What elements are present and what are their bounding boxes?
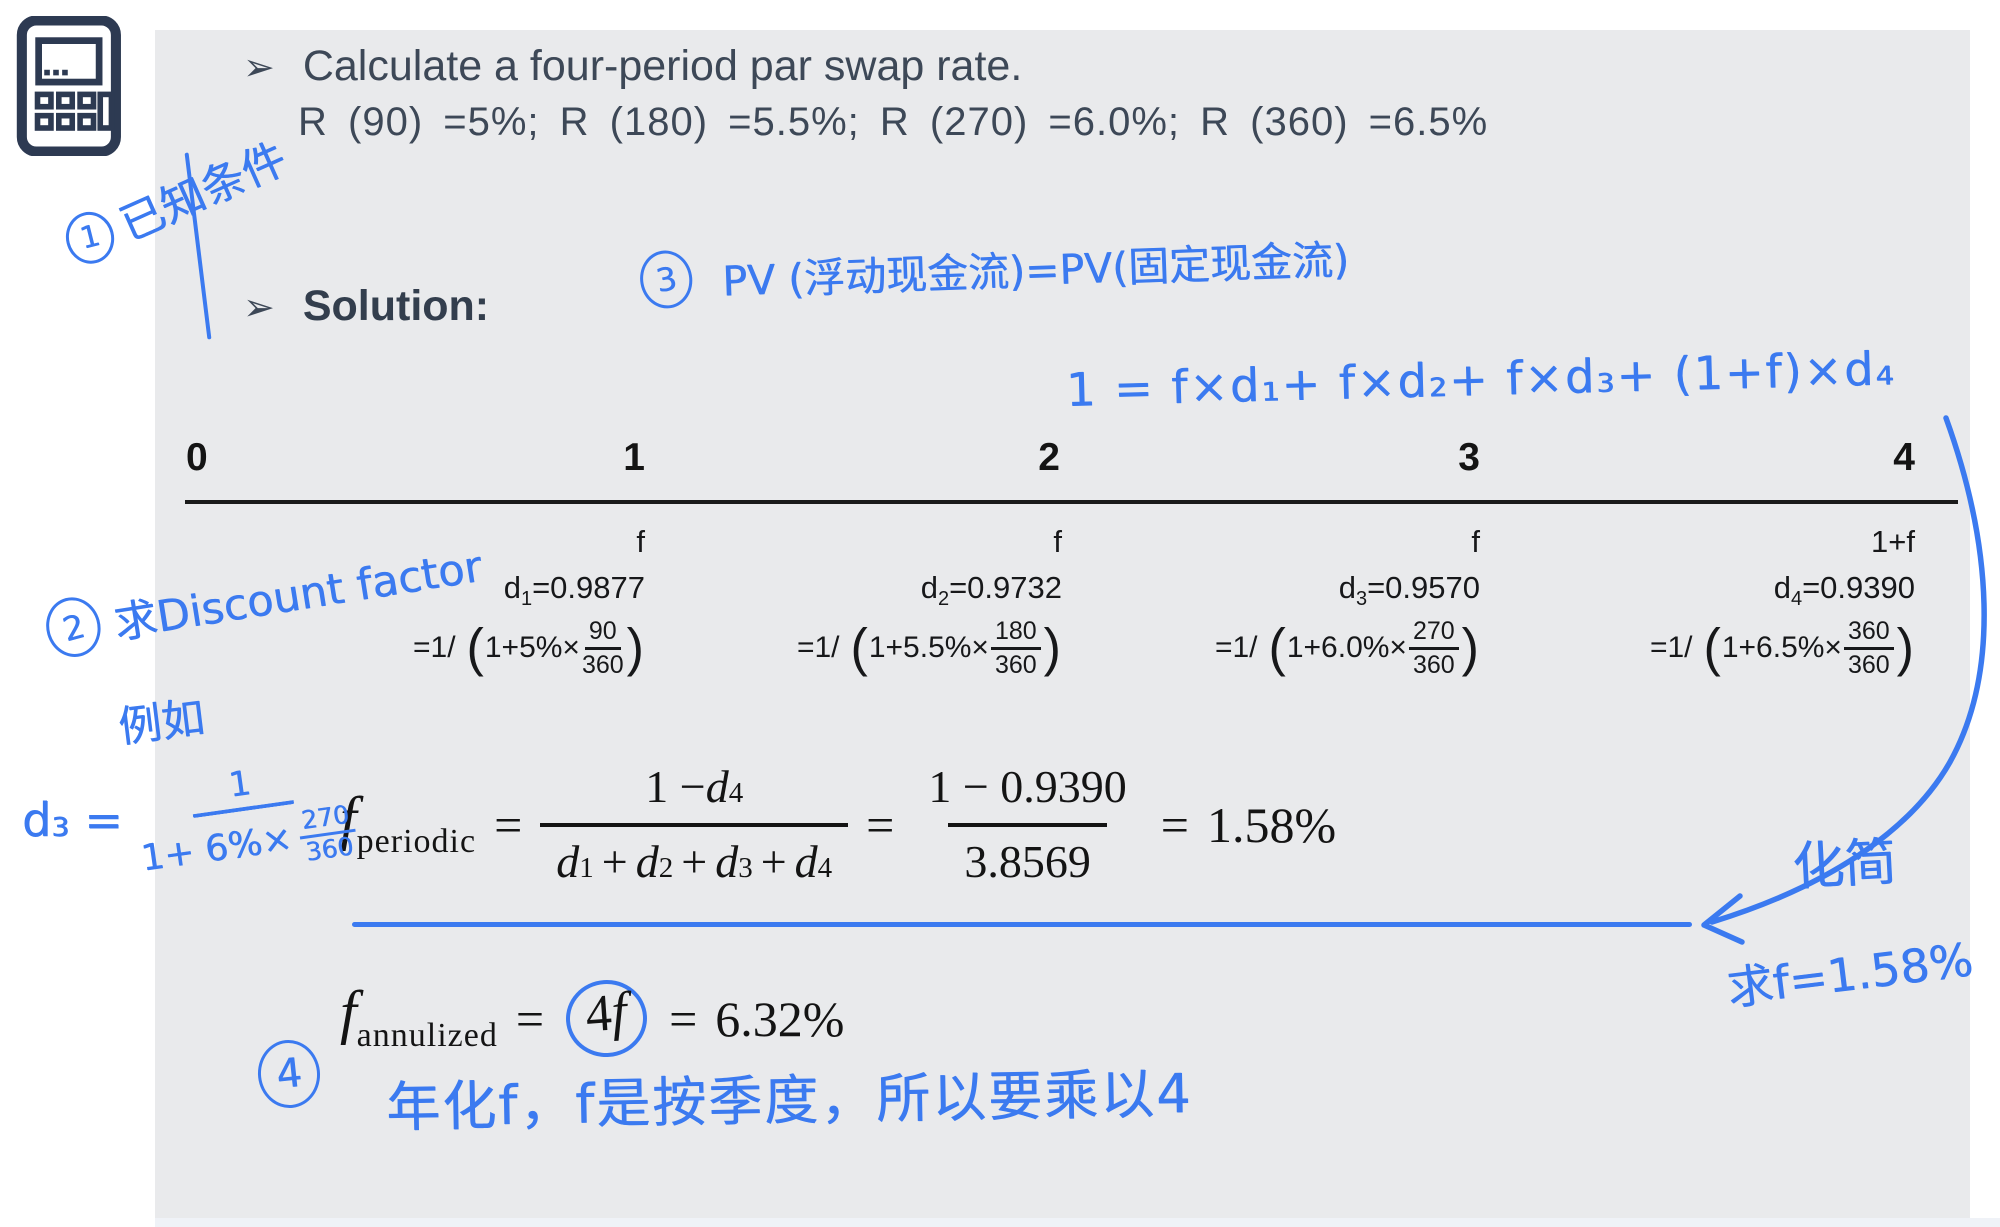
periodic-rate-result: 1.58% [1207, 796, 1337, 853]
ink-note-annualize: 年化f，f是按季度，所以要乘以4 [385, 1061, 1193, 1140]
cashflow-label: f [1471, 524, 1480, 559]
slide-background [155, 30, 1970, 1227]
given-rates: R (90) =5%; R (180) =5.5%; R (270) =6.0%… [298, 100, 1489, 144]
cashflow-label: 1+f [1871, 524, 1915, 559]
bottom-strip [155, 1218, 2000, 1227]
circled-number-3: 3 [635, 246, 697, 313]
period-column-4: 1+f d4=0.9390 =1/(1+6.5%× 360 360 ) [1570, 524, 1915, 679]
fraction: 180 360 [990, 617, 1041, 680]
fraction: 90 360 [581, 616, 624, 679]
arrow-bullet-icon: ➢ [243, 47, 275, 89]
cashflow-label: f [636, 524, 645, 559]
solution-row: ➢ Solution: [243, 282, 489, 331]
cashflow-label: f [1053, 524, 1062, 559]
discount-factor-formula: =1/(1+6.5%× 360 360 ) [1649, 616, 1914, 680]
solution-label: Solution: [302, 282, 490, 330]
page-title: Calculate a four-period par swap rate. [302, 42, 1023, 90]
period-column-3: f d3=0.9570 =1/(1+6.0%× 270 360 ) [1135, 524, 1480, 679]
fraction: 1 − 0.9390 3.8569 [928, 761, 1127, 887]
curved-arrow-ink [1701, 415, 1987, 945]
ink-fraction: 1 1+ 6%× 270 360 [130, 752, 359, 889]
discount-factor-value: d1=0.9877 [503, 569, 645, 610]
timeline-tick: 2 [1038, 436, 1060, 479]
calculator-icon [16, 16, 121, 156]
ink-underline [352, 922, 1692, 927]
circled-number-2: 2 [39, 591, 108, 664]
discount-factor-value: d2=0.9732 [920, 569, 1062, 610]
discount-factor-value: d4=0.9390 [1773, 569, 1915, 610]
ink-note-example: 例如 [115, 692, 208, 754]
discount-factor-formula: =1/(1+6.0%× 270 360 ) [1214, 616, 1479, 680]
discount-factor-formula: =1/(1+5%× 90 360 ) [412, 616, 644, 679]
circled-number-1: 1 [60, 206, 120, 269]
timeline-line [185, 500, 1958, 504]
discount-factor-formula: =1/(1+5.5%× 180 360 ) [796, 616, 1061, 680]
title-row: ➢ Calculate a four-period par swap rate. [243, 42, 1022, 91]
timeline-tick: 1 [623, 436, 645, 479]
timeline-tick: 3 [1458, 436, 1480, 479]
arrow-bullet-icon: ➢ [243, 287, 275, 329]
discount-factor-value: d3=0.9570 [1338, 569, 1480, 610]
annualized-rate-result: 6.32% [715, 990, 845, 1047]
timeline-tick: 4 [1893, 436, 1915, 479]
ink-note-d3-formula: d₃ = 1 1+ 6%× 270 360 [22, 759, 355, 880]
period-column-1: f d1=0.9877 =1/(1+5%× 90 360 ) [300, 524, 645, 679]
timeline-tick: 0 [186, 436, 208, 479]
fraction: 270 360 [1408, 617, 1459, 680]
period-column-2: f d2=0.9732 =1/(1+5.5%× 180 360 ) [717, 524, 1062, 679]
fraction: 360 360 [1843, 617, 1894, 680]
